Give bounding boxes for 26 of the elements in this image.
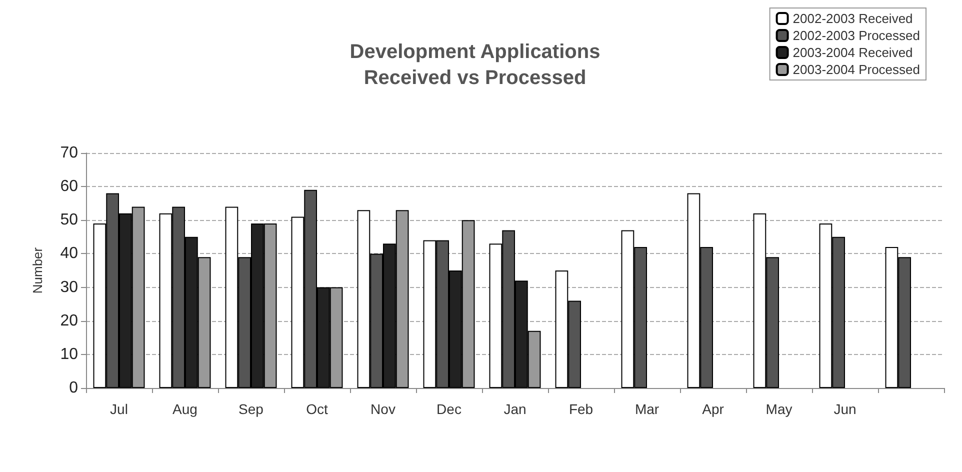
x-tick-label: Jul	[110, 401, 128, 417]
x-tick-label: Dec	[436, 401, 462, 417]
y-tick-label: 70	[60, 144, 78, 162]
y-tick-label: 50	[60, 212, 78, 229]
legend-label: 2003-2004 Processed	[792, 62, 920, 77]
x-tick-label: Mar	[634, 401, 660, 417]
y-tick-label: 0	[69, 380, 78, 396]
x-tick-label: Feb	[568, 401, 594, 417]
x-tick-label: Nov	[370, 401, 396, 417]
y-tick-label: 10	[60, 346, 78, 363]
x-tick-label: Oct	[306, 401, 328, 417]
y-axis-title: Number	[30, 246, 45, 294]
y-tick-label: 40	[60, 245, 78, 262]
y-tick-label: 60	[60, 178, 78, 196]
x-tick-label: May	[766, 401, 792, 417]
chart-title: Development Applications Received vs Processed	[350, 41, 600, 89]
legend-label: 2002-2003 Processed	[792, 28, 920, 43]
y-tick-label: 20	[60, 312, 78, 330]
x-tick-label: Jun	[834, 401, 856, 417]
legend-label: 2002-2003 Received	[792, 11, 913, 26]
legend-label: 2003-2004 Received	[792, 45, 913, 60]
x-tick-label: Sep	[238, 401, 264, 417]
x-tick-label: Aug	[172, 401, 198, 417]
y-tick-label: 30	[60, 278, 78, 296]
x-tick-label: Apr	[702, 401, 724, 417]
x-tick-label: Jan	[504, 401, 526, 417]
